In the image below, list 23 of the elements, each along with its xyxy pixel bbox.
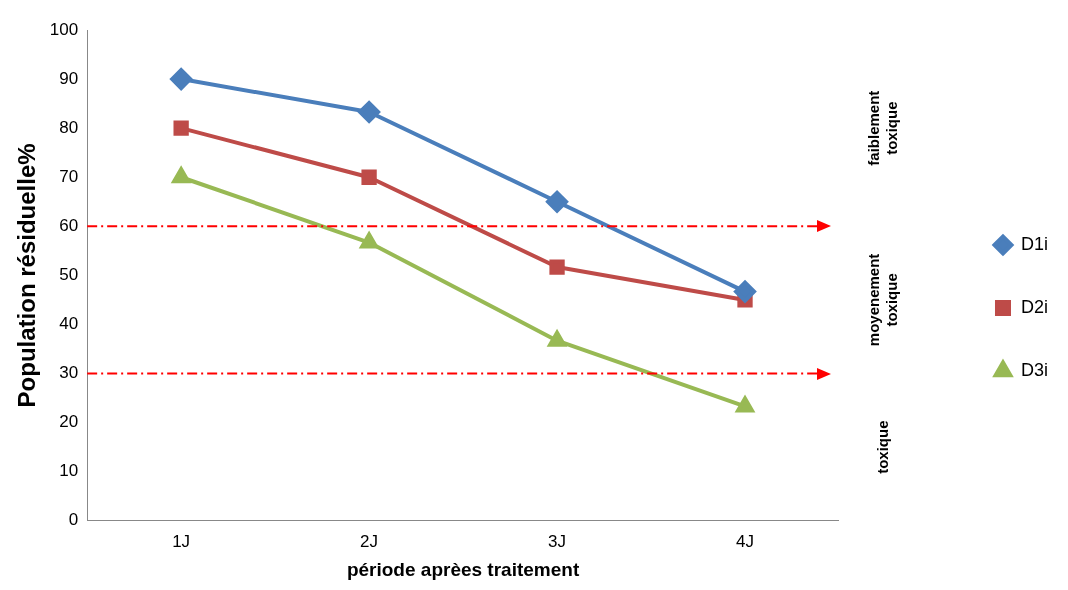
y-tick-label: 50 <box>59 265 79 285</box>
y-tick-label: 70 <box>59 166 79 186</box>
y-tick-label: 10 <box>59 461 79 481</box>
x-tick-label: 2J <box>360 531 379 551</box>
y-tick-label: 0 <box>68 510 79 530</box>
y-tick-label: 60 <box>59 216 79 236</box>
y-tick-label: 30 <box>59 363 79 383</box>
y-axis-title: Population résiduelle% <box>13 143 41 408</box>
x-tick-label: 4J <box>736 531 754 551</box>
legend-label: D3i <box>1020 359 1049 380</box>
y-tick-label: 40 <box>59 314 79 334</box>
x-axis-title: période aprèes traitement <box>346 558 580 580</box>
y-tick-label: 90 <box>59 68 79 88</box>
text: moyenement toxique <box>865 253 901 347</box>
y-tick-label: 100 <box>49 19 79 39</box>
x-tick-label: 3J <box>548 531 567 551</box>
legend-label: D2i <box>1020 296 1049 317</box>
text: toxique <box>874 420 892 474</box>
y-tick-label: 80 <box>59 117 79 137</box>
legend-label: D1i <box>1020 233 1049 254</box>
y-tick-label: 20 <box>59 412 79 432</box>
text: faiblement toxique <box>865 90 901 166</box>
x-tick-label: 1J <box>172 531 191 551</box>
